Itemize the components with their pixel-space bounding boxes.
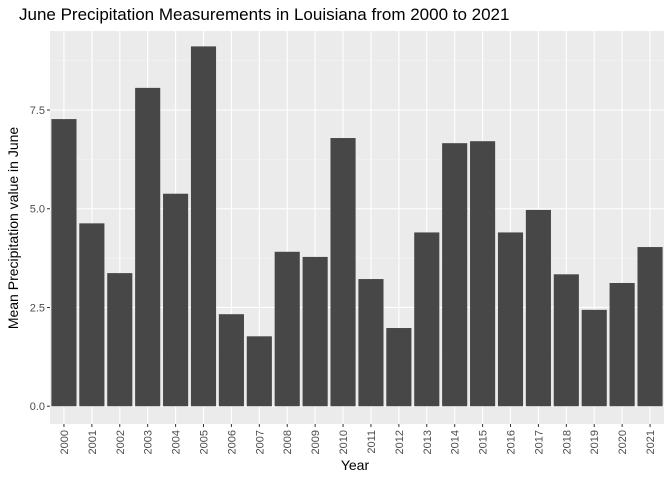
x-tick-label: 2004 xyxy=(171,430,183,454)
chart-title: June Precipitation Measurements in Louis… xyxy=(19,5,509,24)
bar-2011 xyxy=(358,279,384,407)
x-tick-label: 2014 xyxy=(450,430,462,454)
bar-2019 xyxy=(581,309,607,407)
y-tick-label: 0.0 xyxy=(30,401,45,413)
bar-2000 xyxy=(51,119,77,407)
y-tick-label: 2.5 xyxy=(30,302,45,314)
bar-2004 xyxy=(163,193,189,407)
x-tick-label: 2003 xyxy=(143,430,155,454)
x-tick-label: 2011 xyxy=(366,430,378,454)
bar-2005 xyxy=(190,46,217,407)
x-tick-label: 2021 xyxy=(645,430,657,454)
x-tick-label: 2006 xyxy=(226,430,238,454)
x-tick-label: 2012 xyxy=(394,430,406,454)
x-tick-label: 2002 xyxy=(115,430,127,454)
x-tick-label: 2020 xyxy=(617,430,629,454)
y-tick-label: 7.5 xyxy=(30,105,45,117)
x-tick-label: 2013 xyxy=(422,430,434,454)
bar-2015 xyxy=(470,141,496,407)
x-tick-label: 2000 xyxy=(59,430,71,454)
bar-2010 xyxy=(330,138,356,407)
y-axis: 0.0 2.5 5.0 7.5 xyxy=(30,105,50,413)
x-tick-label: 2018 xyxy=(561,430,573,454)
y-tick-label: 5.0 xyxy=(30,204,45,216)
x-tick-label: 2009 xyxy=(310,430,322,454)
x-tick-label: 2015 xyxy=(478,430,490,454)
bar-2006 xyxy=(218,314,244,407)
x-tick-label: 2007 xyxy=(254,430,266,454)
bar-2014 xyxy=(442,143,468,407)
bar-2008 xyxy=(274,251,300,407)
bar-2012 xyxy=(386,328,412,407)
x-axis: 2000 2001 2002 2003 2004 2005 2006 2007 2008 2009… xyxy=(59,424,657,454)
x-tick-label: 2019 xyxy=(589,430,601,454)
x-tick-label: 2008 xyxy=(282,430,294,454)
x-tick-label: 2005 xyxy=(199,430,211,454)
bar-2016 xyxy=(497,232,524,407)
x-tick-label: 2016 xyxy=(506,430,518,454)
bar-2017 xyxy=(525,209,551,407)
bar-2007 xyxy=(246,336,272,407)
bar-2018 xyxy=(553,274,579,407)
bar-2001 xyxy=(79,223,105,407)
x-tick-label: 2017 xyxy=(533,430,545,454)
y-axis-label: Mean Precipitation value in June xyxy=(5,127,21,330)
bar-2003 xyxy=(135,87,161,407)
bar-2002 xyxy=(107,273,133,407)
bar-2021 xyxy=(637,247,663,407)
x-axis-label: Year xyxy=(341,457,370,473)
bar-2009 xyxy=(302,256,328,407)
x-tick-label: 2010 xyxy=(338,430,350,454)
bar-2020 xyxy=(609,282,635,407)
bar-2013 xyxy=(414,232,440,407)
bars xyxy=(51,46,663,407)
x-tick-label: 2001 xyxy=(87,430,99,454)
